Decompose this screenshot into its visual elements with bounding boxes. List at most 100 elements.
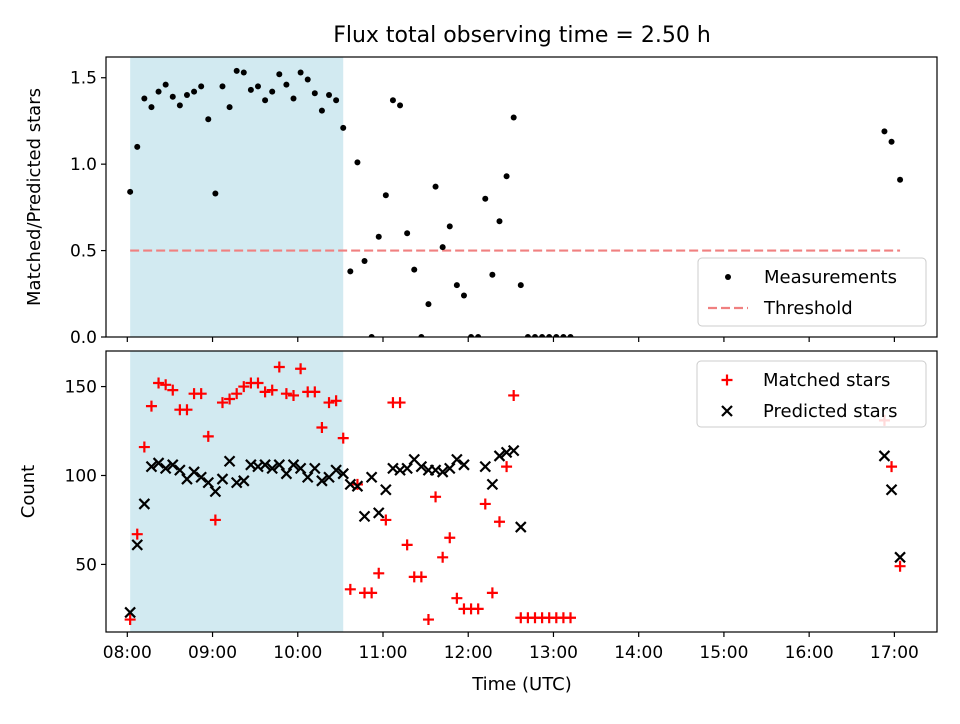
measurements-point [333,97,340,104]
legend-marker [725,274,731,280]
legend-label: Measurements [764,267,897,288]
measurements-point [368,334,375,337]
matched-stars-point [266,384,278,396]
measurements-point [397,102,404,109]
legend-box [697,257,927,327]
matched-stars-point [323,397,335,409]
matched-stars-point [479,498,491,510]
measurements-point [453,282,460,289]
matched-stars-point [195,388,207,400]
measurements-point [269,88,276,95]
matched-stars-point [373,567,385,579]
matched-stars-point [295,363,307,375]
matched-stars-point [422,614,434,626]
y-tick-label: 0.5 [70,242,97,262]
predicted-stars-point [309,462,321,475]
matched-stars-point [401,539,413,551]
measurements-point [354,159,361,166]
matched-stars-point [316,421,328,433]
x-axis-label: Time (UTC) [471,674,572,695]
predicted-stars-point [493,450,506,462]
measurements-point [510,114,517,121]
predicted-stars-point [188,466,200,478]
measurements-point [276,71,283,78]
matched-stars-point [451,592,463,604]
predicted-stars-point [394,464,406,476]
predicted-stars-point [294,462,307,475]
data-points-group [124,361,906,626]
measurements-point [155,88,162,95]
measurements-point [212,190,219,197]
x-tick-label: 14:00 [614,643,663,663]
measurements-point [134,143,141,150]
matched-stars-point [351,478,363,490]
measurements-point [475,334,482,337]
measurements-point [226,104,233,111]
data-points-group [127,67,904,337]
predicted-stars-point [266,462,278,475]
measurements-point [546,334,553,337]
measurements-point [496,218,503,225]
measurements-point [162,81,169,88]
legend: Matched stars Predicted stars [696,360,927,428]
observing-window-span [130,57,344,337]
predicted-stars-point [238,475,250,487]
matched-stars-point [472,603,484,615]
y-tick-label: 0.0 [70,328,97,348]
predicted-stars-point [443,462,456,475]
chart-title: Flux total observing time = 2.50 h [333,23,711,48]
measurements-point [567,334,574,337]
matched-stars-point [330,395,342,407]
predicted-stars-point [195,471,207,484]
measurements-point [318,107,325,114]
measurements-point [517,282,524,289]
matched-stars-point [153,377,165,389]
measurements-point [347,268,354,275]
matched-stars-point [366,587,378,599]
matched-stars-point [565,612,577,624]
measurements-point [560,334,567,337]
predicted-stars-point [415,460,428,473]
predicted-stars-point [894,551,906,564]
predicted-stars-point [429,464,442,476]
predicted-stars-point [387,462,399,475]
measurements-point [262,97,269,104]
axes-frame [105,350,938,633]
predicted-stars-point [479,460,492,473]
x-tick-label: 13:00 [529,643,578,663]
measurements-point [233,67,240,74]
measurements-point [482,195,489,202]
matched-stars-point [380,514,392,526]
measurements-point [404,230,411,237]
measurements-point [382,192,389,199]
predicted-stars-point [358,510,371,523]
matched-stars-point [493,516,505,528]
predicted-stars-point [878,450,891,462]
legend: Measurements Threshold [697,257,927,327]
matched-stars-point [131,528,143,540]
x-tick-label: 16:00 [785,643,834,663]
predicted-stars-point [273,459,286,471]
predicted-stars-point [152,457,165,469]
matched-stars-point [344,583,356,595]
y-axis-label: Count [18,465,39,518]
measurements-point [127,188,134,195]
legend-marker [721,374,733,386]
measurements-point [389,97,396,104]
predicted-stars-point [401,462,413,475]
measurements-point [460,292,467,299]
matched-stars-point [894,560,906,572]
predicted-stars-point [216,473,229,485]
measurements-point [141,95,148,102]
matched-stars-point [415,571,427,583]
measurements-point [539,334,546,337]
matched-stars-point [444,532,456,544]
predicted-stars-point [145,460,158,473]
measurements-point [191,88,198,95]
predicted-stars-point [458,459,470,471]
measurements-point [432,183,439,190]
axes-frame [105,56,938,338]
measurements-point [205,116,212,123]
x-tick-label: 17:00 [870,643,919,663]
measurements-point [531,334,538,337]
